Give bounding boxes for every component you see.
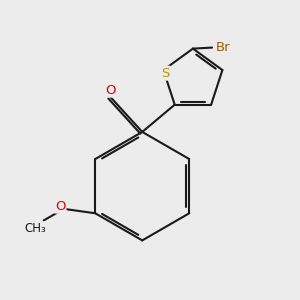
Text: S: S: [161, 67, 170, 80]
Text: O: O: [55, 200, 65, 212]
Text: CH₃: CH₃: [24, 222, 46, 235]
Text: O: O: [105, 84, 116, 97]
Text: Br: Br: [216, 41, 231, 54]
